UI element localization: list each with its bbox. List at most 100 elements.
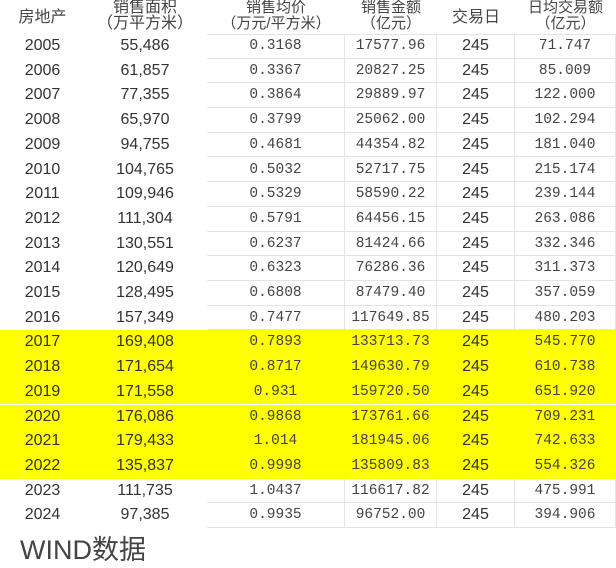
table-row: 2018 171,654 0.8717 149630.79 245 610.738	[0, 355, 616, 380]
cell-year: 2011	[25, 185, 60, 203]
cell-sales-area: 135,837	[116, 456, 174, 474]
cell-avg-price: 0.9935	[207, 503, 345, 528]
cell-avg-price: 0.931	[253, 383, 298, 400]
table-row: 2013 130,551 0.6237 81424.66 245 332.346	[0, 231, 616, 257]
table-row: 2024 97,385 0.9935 96752.00 245 394.906	[0, 503, 616, 528]
header-unit: （亿元）	[360, 15, 421, 32]
table-row: 2010 104,765 0.5032 52717.75 245 215.174	[0, 157, 616, 183]
cell-avg-price: 0.5032	[207, 157, 345, 183]
cell-year: 2018	[24, 358, 61, 376]
cell-year: 2012	[24, 209, 61, 227]
header-divider	[207, 34, 616, 35]
cell-year: 2015	[24, 284, 61, 301]
cell-sales-amount: 149630.79	[351, 359, 430, 376]
cell-daily-amount: 480.203	[515, 305, 616, 331]
header-trading-days: 交易日	[437, 0, 515, 35]
cell-sales-amount: 52717.75	[345, 157, 437, 183]
table-row: 2016 157,349 0.7477 117649.85 245 480.203	[0, 305, 616, 331]
cell-avg-price: 1.014	[253, 433, 298, 450]
table-row: 2011 109,946 0.5329 58590.22 245 239.144	[0, 182, 616, 207]
cell-daily-amount: 610.738	[534, 359, 596, 376]
cell-sales-amount: 116617.82	[345, 478, 437, 504]
cell-avg-price: 0.9868	[249, 408, 302, 425]
cell-sales-area: 128,495	[116, 284, 174, 301]
cell-avg-price: 0.3864	[207, 83, 345, 109]
table-row: 2020 176,086 0.9868 173761.66 245 709.231	[0, 404, 616, 430]
cell-sales-amount: 181945.06	[351, 433, 430, 450]
cell-trading-days: 245	[437, 231, 515, 257]
cell-sales-amount: 117649.85	[345, 305, 437, 331]
cell-sales-area: 77,355	[120, 86, 170, 104]
cell-trading-days: 245	[437, 281, 515, 306]
cell-daily-amount: 709.231	[534, 408, 596, 425]
cell-year: 2019	[24, 382, 61, 400]
cell-avg-price: 0.5329	[207, 182, 345, 207]
cell-trading-days: 245	[437, 132, 515, 158]
header-unit: （亿元）	[535, 15, 596, 32]
header-sales-area: 销售面积 （万平方米）	[85, 0, 205, 35]
header-unit: （万平方米）	[96, 15, 193, 32]
cell-year: 2024	[24, 506, 61, 524]
cell-avg-price: 0.8717	[249, 359, 302, 376]
cell-trading-days: 245	[437, 503, 515, 528]
cell-daily-amount: 332.346	[515, 231, 616, 257]
cell-sales-area: 130,551	[116, 234, 174, 252]
cell-sales-amount: 29889.97	[345, 83, 437, 109]
cell-sales-area: 109,946	[116, 185, 174, 203]
header-sales-amount: 销售金额 （亿元）	[345, 0, 437, 35]
table-row: 2017 169,408 0.7893 133713.73 245 545.770	[0, 330, 616, 356]
cell-sales-area: 169,408	[116, 333, 174, 351]
cell-trading-days: 245	[437, 305, 515, 331]
table-row: 2007 77,355 0.3864 29889.97 245 122.000	[0, 83, 616, 109]
cell-sales-area: 157,349	[116, 308, 174, 326]
header-avg-price: 销售均价 （万元/平方米）	[207, 0, 345, 35]
cell-sales-area: 111,304	[117, 209, 173, 227]
cell-year: 2010	[24, 160, 61, 178]
header-label: 日均交易额	[527, 0, 603, 16]
cell-daily-amount: 122.000	[515, 83, 616, 109]
cell-daily-amount: 239.144	[515, 182, 616, 207]
cell-sales-area: 104,765	[116, 160, 174, 178]
cell-daily-amount: 742.633	[534, 433, 596, 450]
header-label: 销售面积	[112, 0, 177, 16]
cell-avg-price: 0.7893	[249, 334, 302, 351]
cell-year: 2014	[24, 259, 61, 277]
cell-daily-amount: 263.086	[515, 206, 616, 232]
cell-daily-amount: 475.991	[515, 478, 616, 504]
cell-trading-days: 245	[462, 382, 489, 400]
table-row: 2015 128,495 0.6808 87479.40 245 357.059	[0, 281, 616, 306]
cell-sales-area: 55,486	[120, 37, 170, 54]
cell-sales-area: 120,649	[116, 259, 174, 277]
header-label: 房地产	[18, 9, 67, 26]
cell-sales-amount: 25062.00	[345, 108, 437, 133]
cell-daily-amount: 181.040	[515, 132, 616, 158]
header-label: 销售金额	[360, 0, 421, 16]
cell-sales-amount: 20827.25	[345, 58, 437, 84]
cell-avg-price: 0.9998	[249, 457, 302, 474]
header-label: 交易日	[451, 9, 500, 26]
cell-sales-area: 61,857	[120, 61, 170, 79]
cell-trading-days: 245	[437, 256, 515, 281]
cell-sales-amount: 58590.22	[345, 182, 437, 207]
table-row: 2023 111,735 1.0437 116617.82 245 475.991	[0, 478, 616, 504]
cell-sales-area: 97,385	[120, 506, 170, 524]
cell-year: 2017	[24, 333, 61, 351]
cell-sales-area: 179,433	[116, 432, 174, 450]
header-unit: （万元/平方米）	[221, 15, 331, 32]
cell-trading-days: 245	[437, 157, 515, 183]
cell-sales-area: 171,654	[116, 358, 174, 376]
cell-year: 2023	[24, 481, 61, 499]
cell-daily-amount: 394.906	[515, 503, 616, 528]
cell-avg-price: 0.6808	[207, 281, 345, 306]
cell-avg-price: 0.3168	[207, 34, 345, 59]
table-row: 2019 171,558 0.931 159720.50 245 651.920	[0, 379, 616, 405]
cell-sales-amount: 96752.00	[345, 503, 437, 528]
table-row: 2021 179,433 1.014 181945.06 245 742.633	[0, 429, 616, 454]
cell-daily-amount: 102.294	[515, 108, 616, 133]
cell-avg-price: 0.6323	[207, 256, 345, 281]
cell-sales-area: 111,735	[117, 481, 173, 499]
cell-sales-area: 176,086	[116, 407, 174, 425]
cell-sales-amount: 81424.66	[345, 231, 437, 257]
cell-daily-amount: 71.747	[515, 34, 616, 59]
cell-trading-days: 245	[437, 83, 515, 109]
